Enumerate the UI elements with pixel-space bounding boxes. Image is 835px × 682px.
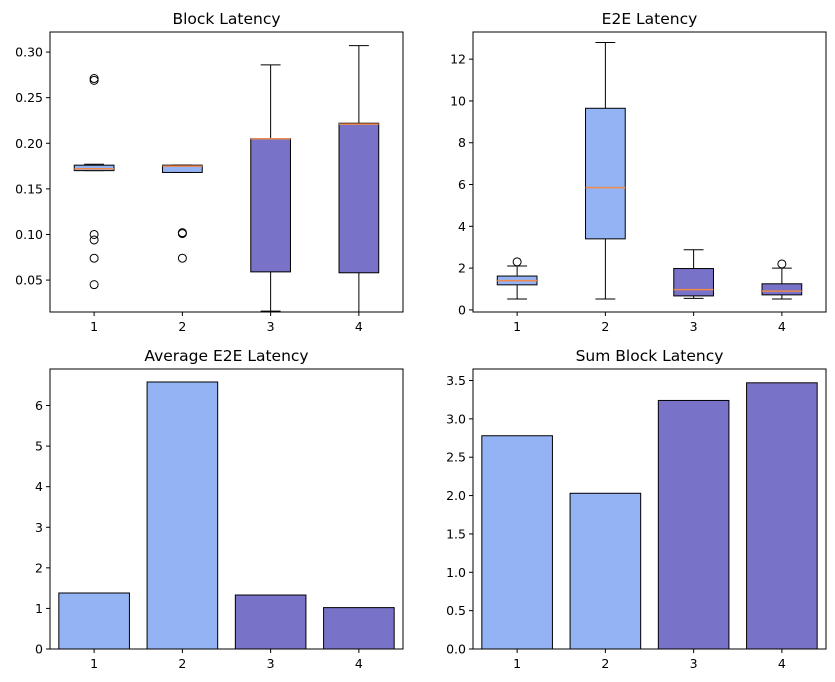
outlier-point	[777, 259, 787, 269]
plot-frame	[472, 368, 827, 650]
box-body	[162, 164, 203, 173]
y-tick-label: 6	[458, 177, 466, 192]
y-tick-label: 0.10	[15, 227, 43, 242]
outlier-point	[89, 253, 99, 263]
box-body	[761, 283, 803, 296]
bar-1	[481, 435, 553, 650]
outlier-point	[89, 74, 99, 84]
chart-title: Block Latency	[172, 10, 280, 28]
bar-2	[569, 492, 642, 650]
x-tick-label: 1	[90, 319, 98, 334]
outlier-point	[512, 257, 522, 267]
x-tick-label: 2	[178, 319, 186, 334]
chart-panel-3: Average E2E Latency 0 1 2 3 4 5 6 1 2 3 4	[35, 347, 404, 671]
box-4	[338, 45, 380, 313]
y-tick-label: 1.5	[446, 526, 466, 541]
outlier-point	[89, 235, 99, 245]
y-tick-label: 2	[35, 560, 43, 575]
chart-panel-4: Sum Block Latency 0.0 0.5 1.0 1.5 2.0 2.5 3.0 3.…	[446, 347, 827, 671]
box-2	[162, 164, 203, 263]
y-tick-label: 3.0	[446, 411, 466, 426]
box-4	[761, 259, 803, 300]
outlier-point	[89, 280, 99, 290]
y-tick-label: 0	[458, 302, 466, 317]
y-tick-label: 3.5	[446, 373, 466, 388]
plot-frame	[49, 368, 404, 650]
chart-title: Average E2E Latency	[144, 347, 308, 365]
plot-frame	[472, 31, 827, 313]
plot-frame	[49, 31, 404, 313]
x-tick-label: 1	[513, 319, 521, 334]
y-tick-label: 2.5	[446, 450, 466, 465]
box-body	[73, 164, 115, 172]
y-tick-label: 0.15	[15, 181, 43, 196]
x-tick-label: 3	[267, 319, 275, 334]
x-tick-label: 2	[178, 656, 186, 671]
x-tick-label: 4	[778, 656, 786, 671]
chart-title: E2E Latency	[602, 10, 698, 28]
bar-4	[323, 607, 395, 650]
box-3	[250, 64, 291, 312]
x-tick-label: 2	[601, 319, 609, 334]
x-tick-label: 4	[778, 319, 786, 334]
box-body	[338, 122, 380, 274]
box-body	[673, 268, 714, 297]
outlier-point	[177, 229, 187, 239]
x-tick-label: 4	[355, 656, 363, 671]
x-tick-label: 1	[513, 656, 521, 671]
y-tick-label: 2	[458, 261, 466, 276]
y-tick-label: 12	[450, 52, 466, 67]
x-tick-label: 1	[90, 656, 98, 671]
x-tick-label: 4	[355, 319, 363, 334]
box-body	[250, 138, 291, 273]
y-tick-label: 4	[458, 219, 466, 234]
y-tick-label: 0	[35, 642, 43, 657]
x-tick-label: 3	[690, 319, 698, 334]
y-tick-label: 4	[35, 479, 43, 494]
box-3	[673, 249, 714, 299]
bar-1	[58, 592, 130, 650]
y-tick-label: 1.0	[446, 565, 466, 580]
bar-4	[746, 382, 818, 650]
outlier-point	[89, 229, 99, 239]
y-tick-label: 8	[458, 135, 466, 150]
y-tick-label: 0.30	[15, 45, 43, 60]
y-tick-label: 0.0	[446, 642, 466, 657]
box-body	[585, 107, 626, 240]
box-1	[73, 74, 115, 290]
y-tick-label: 5	[35, 439, 43, 454]
bar-3	[657, 399, 730, 650]
y-tick-label: 0.5	[446, 603, 466, 618]
outlier-point	[89, 75, 99, 85]
y-tick-label: 0.20	[15, 136, 43, 151]
y-tick-label: 2.0	[446, 488, 466, 503]
y-tick-label: 3	[35, 520, 43, 535]
y-tick-label: 0.25	[15, 90, 43, 105]
box-1	[496, 257, 538, 300]
y-tick-label: 6	[35, 398, 43, 413]
box-2	[585, 41, 626, 300]
chart-title: Sum Block Latency	[576, 347, 724, 365]
x-tick-label: 2	[601, 656, 609, 671]
x-tick-label: 3	[267, 656, 275, 671]
y-tick-label: 0.05	[15, 273, 43, 288]
chart-panel-1: Block Latency 0.05 0.10 0.15 0.20 0.25 0.30 1 2 3…	[15, 10, 404, 334]
bar-3	[234, 594, 307, 650]
y-tick-label: 10	[450, 93, 466, 108]
bar-2	[146, 381, 219, 650]
outlier-point	[177, 253, 187, 263]
y-tick-label: 1	[35, 601, 43, 616]
x-tick-label: 3	[690, 656, 698, 671]
